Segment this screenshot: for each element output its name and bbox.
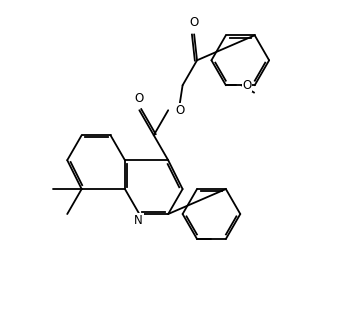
Text: N: N xyxy=(134,214,143,227)
Text: O: O xyxy=(189,16,199,29)
Text: O: O xyxy=(134,92,143,105)
Text: O: O xyxy=(175,104,185,117)
Text: O: O xyxy=(242,79,252,92)
